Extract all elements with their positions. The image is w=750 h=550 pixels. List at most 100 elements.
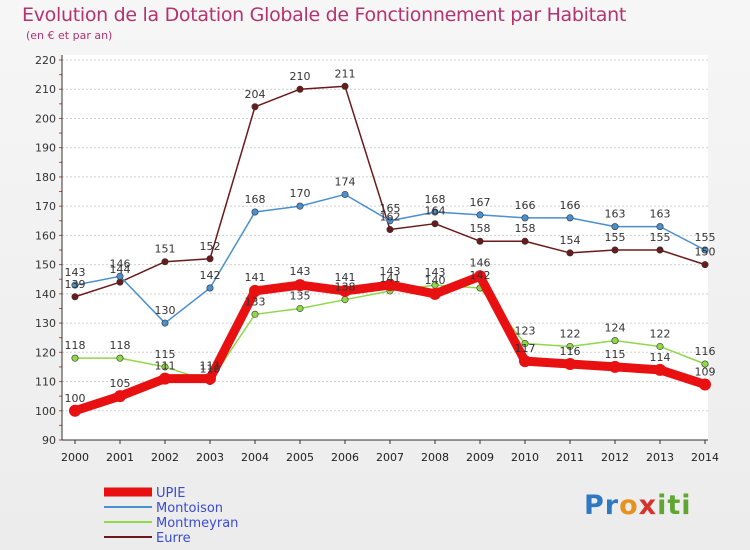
data-point-montoison xyxy=(161,319,169,327)
data-point-montoison xyxy=(341,190,349,198)
data-label-montoison: 166 xyxy=(515,199,536,212)
data-label-montoison: 174 xyxy=(335,175,356,188)
data-label-eurre: 155 xyxy=(650,231,671,244)
data-label-upie: 143 xyxy=(290,265,311,278)
data-label-montmeyran: 138 xyxy=(335,281,356,294)
data-label-montmeyran: 116 xyxy=(695,345,716,358)
data-point-eurre xyxy=(206,255,214,263)
data-point-montoison xyxy=(296,202,304,210)
proxiti-logo: Proxiti xyxy=(584,490,692,521)
data-point-eurre xyxy=(116,278,124,286)
x-tick-label: 2011 xyxy=(556,451,584,464)
data-point-montoison xyxy=(701,246,709,254)
data-label-eurre: 158 xyxy=(470,222,491,235)
data-point-montmeyran xyxy=(656,342,664,350)
data-point-eurre xyxy=(476,237,484,245)
y-tick-label: 110 xyxy=(35,376,56,389)
data-point-eurre xyxy=(386,226,394,234)
legend-label-upie: UPIE xyxy=(156,486,185,501)
y-tick-label: 90 xyxy=(42,434,56,447)
data-label-montoison: 142 xyxy=(200,269,221,282)
data-label-eurre: 151 xyxy=(155,243,176,256)
logo-part-4: iti xyxy=(657,490,692,521)
data-label-eurre: 139 xyxy=(65,278,86,291)
logo-part-2: o xyxy=(619,490,639,521)
data-point-upie xyxy=(159,372,171,385)
data-label-upie: 105 xyxy=(110,377,131,390)
x-tick-label: 2002 xyxy=(151,451,179,464)
data-label-eurre: 210 xyxy=(290,70,311,83)
data-label-upie: 100 xyxy=(65,392,86,405)
x-tick-label: 2006 xyxy=(331,451,359,464)
data-label-eurre: 158 xyxy=(515,222,536,235)
data-label-montoison: 167 xyxy=(470,196,491,209)
data-point-montmeyran xyxy=(701,360,709,368)
x-tick-label: 2012 xyxy=(601,451,629,464)
data-point-upie xyxy=(474,270,486,283)
data-point-upie xyxy=(564,358,576,370)
data-point-eurre xyxy=(296,85,304,93)
data-point-eurre xyxy=(251,103,259,111)
data-point-montoison xyxy=(206,284,214,292)
data-label-montmeyran: 141 xyxy=(380,272,401,285)
data-label-montmeyran: 143 xyxy=(425,266,446,279)
data-label-montoison: 168 xyxy=(245,193,266,206)
data-label-montoison: 146 xyxy=(110,257,131,270)
data-point-montmeyran xyxy=(341,296,349,304)
data-label-montoison: 170 xyxy=(290,187,311,200)
y-tick-label: 180 xyxy=(35,171,56,184)
data-label-montmeyran: 115 xyxy=(155,348,176,361)
data-point-upie xyxy=(294,279,306,292)
y-tick-label: 140 xyxy=(35,288,56,301)
x-tick-label: 2001 xyxy=(106,451,134,464)
data-point-montoison xyxy=(386,217,394,225)
chart-title: Evolution de la Dotation Globale de Fonc… xyxy=(22,4,627,26)
data-point-montmeyran xyxy=(521,340,529,348)
data-point-eurre xyxy=(566,249,574,257)
data-point-upie xyxy=(429,287,441,300)
data-point-montoison xyxy=(656,223,664,231)
data-label-montoison: 163 xyxy=(650,208,671,221)
chart-subtitle: (en € et par an) xyxy=(26,29,113,42)
data-point-upie xyxy=(339,284,351,297)
x-tick-label: 2005 xyxy=(286,451,314,464)
data-label-upie: 114 xyxy=(650,351,671,364)
y-tick-label: 120 xyxy=(35,346,56,359)
data-label-upie: 109 xyxy=(695,365,716,378)
logo-part-1: Pr xyxy=(584,490,620,521)
y-tick-label: 210 xyxy=(35,83,56,96)
data-label-upie: 115 xyxy=(605,348,626,361)
data-point-montmeyran xyxy=(161,363,169,371)
data-label-upie: 111 xyxy=(200,360,221,373)
data-label-montoison: 130 xyxy=(155,304,176,317)
data-label-eurre: 204 xyxy=(245,88,266,101)
data-point-upie xyxy=(609,360,621,373)
data-point-eurre xyxy=(341,82,349,90)
data-point-upie xyxy=(69,404,81,417)
data-point-montoison xyxy=(521,214,529,222)
x-tick-label: 2003 xyxy=(196,451,224,464)
data-label-montoison: 155 xyxy=(695,231,716,244)
data-label-montmeyran: 123 xyxy=(515,325,536,338)
data-label-montmeyran: 133 xyxy=(245,295,266,308)
data-point-montoison xyxy=(116,272,124,280)
y-tick-label: 170 xyxy=(35,200,56,213)
data-label-montmeyran: 122 xyxy=(560,327,581,340)
y-tick-label: 130 xyxy=(35,317,56,330)
data-label-eurre: 164 xyxy=(425,205,446,218)
data-label-montoison: 165 xyxy=(380,202,401,215)
x-tick-label: 2004 xyxy=(241,451,269,464)
data-label-montoison: 143 xyxy=(65,266,86,279)
data-label-eurre: 211 xyxy=(335,67,356,80)
data-label-eurre: 152 xyxy=(200,240,221,253)
data-label-eurre: 150 xyxy=(695,246,716,259)
data-label-montoison: 163 xyxy=(605,208,626,221)
x-tick-label: 2009 xyxy=(466,451,494,464)
data-label-eurre: 162 xyxy=(380,211,401,224)
y-tick-label: 220 xyxy=(35,54,56,67)
data-point-eurre xyxy=(431,220,439,228)
legend-label-eurre: Eurre xyxy=(156,531,191,546)
data-point-montmeyran xyxy=(71,354,79,362)
data-point-eurre xyxy=(701,261,709,269)
